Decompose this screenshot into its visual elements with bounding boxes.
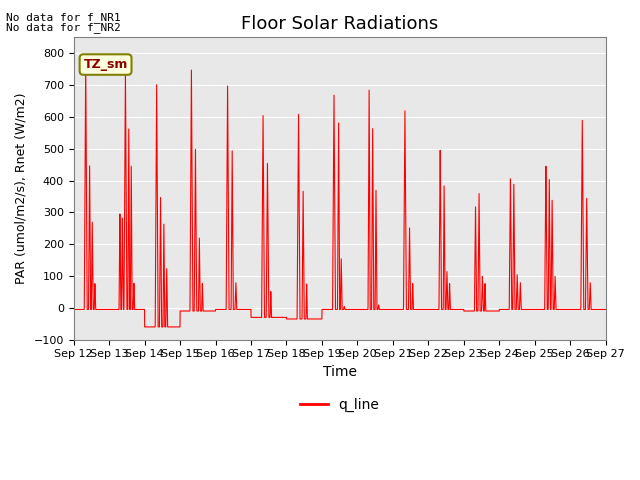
X-axis label: Time: Time: [323, 365, 356, 379]
Y-axis label: PAR (umol/m2/s), Rnet (W/m2): PAR (umol/m2/s), Rnet (W/m2): [15, 93, 28, 284]
Title: Floor Solar Radiations: Floor Solar Radiations: [241, 15, 438, 33]
Text: TZ_sm: TZ_sm: [83, 58, 128, 71]
Legend: q_line: q_line: [294, 392, 385, 418]
Text: No data for f_NR2: No data for f_NR2: [6, 22, 121, 33]
Text: No data for f_NR1: No data for f_NR1: [6, 12, 121, 23]
